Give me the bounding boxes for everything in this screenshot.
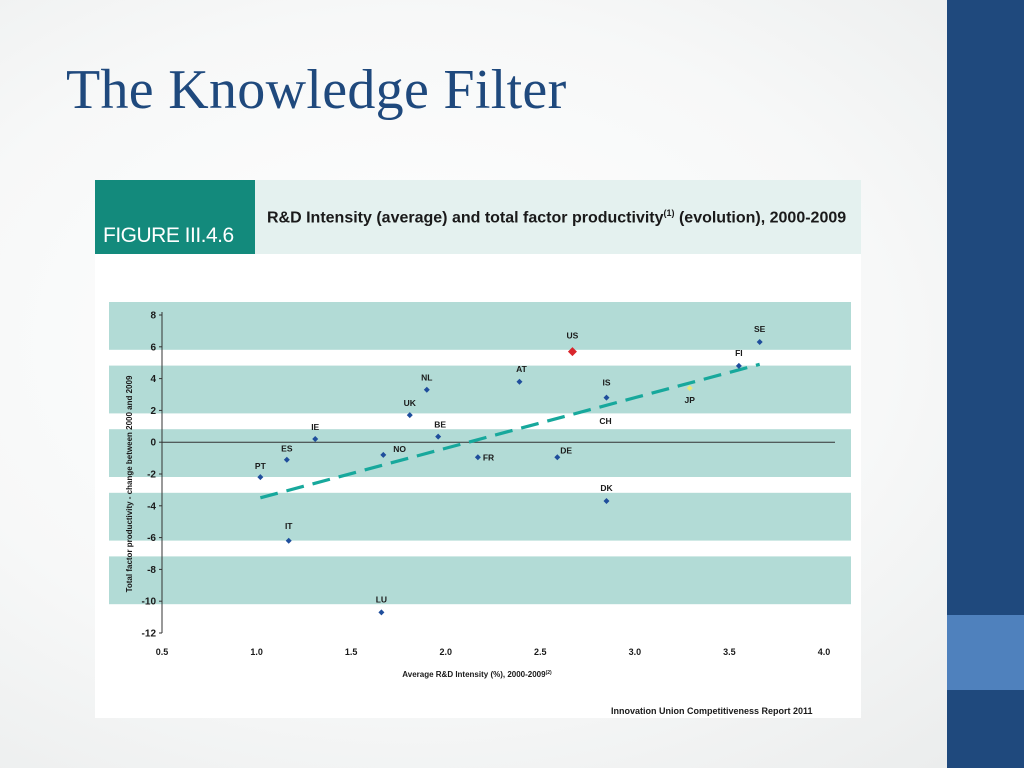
y-tick-label: -4 bbox=[147, 501, 156, 512]
x-tick-label: 3.5 bbox=[723, 647, 736, 657]
x-tick-label: 3.0 bbox=[629, 647, 642, 657]
chart-grid-band bbox=[109, 302, 851, 350]
data-point-ie bbox=[312, 436, 319, 443]
data-point-fr bbox=[474, 454, 481, 461]
y-tick-label: -2 bbox=[147, 470, 156, 481]
x-axis-label: Average R&D Intensity (%), 2000-2009(2) bbox=[402, 670, 552, 679]
data-label-fr: FR bbox=[483, 452, 494, 462]
data-point-pt bbox=[257, 474, 264, 481]
data-label-nl: NL bbox=[421, 373, 432, 383]
y-axis-label: Total factor productivity - change betwe… bbox=[125, 375, 134, 592]
data-label-is: IS bbox=[602, 378, 610, 388]
data-label-de: DE bbox=[560, 445, 572, 455]
source-note: Innovation Union Competitiveness Report … bbox=[611, 706, 813, 716]
data-label-ie: IE bbox=[311, 422, 319, 432]
data-label-it: IT bbox=[285, 521, 293, 531]
data-label-se: SE bbox=[754, 324, 766, 334]
data-point-be bbox=[435, 433, 442, 440]
figure-title-period: (evolution), 2000-2009 bbox=[674, 209, 847, 227]
figure-title-footnote: (1) bbox=[663, 208, 675, 218]
data-label-pt: PT bbox=[255, 461, 267, 471]
data-label-lu: LU bbox=[376, 594, 387, 604]
data-point-es bbox=[283, 456, 290, 463]
data-point-nl bbox=[423, 386, 430, 393]
data-label-us: US bbox=[567, 331, 579, 341]
x-axis-label-text: Average R&D Intensity (%), 2000-2009 bbox=[402, 670, 546, 679]
data-label-at: AT bbox=[516, 364, 528, 374]
x-tick-label: 4.0 bbox=[818, 647, 831, 657]
data-point-us bbox=[567, 347, 577, 357]
chart-trendline bbox=[259, 362, 761, 500]
data-point-de bbox=[554, 454, 561, 461]
data-point-uk bbox=[406, 412, 413, 419]
chart-point-labels: PT ES IT IE LU NO UK NL BE FR AT DE US IS CH DK JP FI SE bbox=[255, 324, 766, 604]
data-label-be: BE bbox=[434, 420, 446, 430]
chart-grid-bands bbox=[109, 302, 851, 605]
data-point-jp bbox=[686, 385, 693, 392]
data-point-is bbox=[603, 394, 610, 401]
figure-title-text: R&D Intensity (average) and total factor… bbox=[267, 209, 664, 227]
data-point-at bbox=[516, 378, 523, 385]
figure-title: R&D Intensity (average) and total factor… bbox=[267, 202, 847, 229]
data-label-fi: FI bbox=[735, 348, 743, 358]
data-label-uk: UK bbox=[404, 398, 417, 408]
x-tick-label: 1.0 bbox=[250, 647, 263, 657]
y-tick-label: 0 bbox=[150, 438, 156, 449]
data-label-dk: DK bbox=[600, 483, 613, 493]
chart-grid-band bbox=[109, 556, 851, 605]
data-label-ch: CH bbox=[599, 416, 611, 426]
scatter-chart: 8 6 4 2 0 -2 -4 -6 -8 -10 -12 0.5 1.0 1.5 2.0 2.5 3.0 3.5… bbox=[109, 302, 851, 679]
y-tick-label: 2 bbox=[150, 406, 156, 417]
data-label-jp: JP bbox=[685, 395, 696, 405]
data-point-se bbox=[756, 339, 763, 346]
chart-trendline-group bbox=[259, 362, 761, 500]
y-tick-label: -12 bbox=[142, 629, 157, 640]
x-tick-label: 2.5 bbox=[534, 647, 547, 657]
figure-label: FIGURE III.4.6 bbox=[95, 180, 255, 254]
x-axis-label-footnote: (2) bbox=[546, 670, 552, 676]
data-point-dk bbox=[603, 498, 610, 505]
data-point-it bbox=[285, 537, 292, 544]
y-tick-label: -10 bbox=[142, 597, 157, 608]
chart-grid-band bbox=[109, 492, 851, 541]
y-tick-label: -8 bbox=[147, 565, 156, 576]
y-tick-label: 6 bbox=[150, 342, 156, 353]
x-tick-label: 1.5 bbox=[345, 647, 358, 657]
y-tick-label: 8 bbox=[150, 311, 156, 322]
chart-axes: 8 6 4 2 0 -2 -4 -6 -8 -10 -12 0.5 1.0 1.5 2.0 2.5 3.0 3.5… bbox=[142, 311, 835, 657]
data-point-lu bbox=[378, 609, 385, 616]
data-label-no: NO bbox=[393, 444, 406, 454]
chart-grid-band bbox=[109, 429, 851, 477]
x-tick-label: 0.5 bbox=[156, 647, 169, 657]
data-point-no bbox=[380, 451, 387, 458]
slide-title: The Knowledge Filter bbox=[66, 59, 567, 121]
chart-points bbox=[257, 339, 763, 616]
data-point-fi bbox=[735, 362, 742, 369]
y-tick-label: 4 bbox=[150, 374, 156, 385]
chart-grid-band bbox=[109, 365, 851, 414]
sidebar-accent-decoration bbox=[947, 615, 1024, 690]
data-label-es: ES bbox=[281, 444, 293, 454]
x-tick-label: 2.0 bbox=[439, 647, 452, 657]
y-tick-label: -6 bbox=[147, 533, 156, 544]
